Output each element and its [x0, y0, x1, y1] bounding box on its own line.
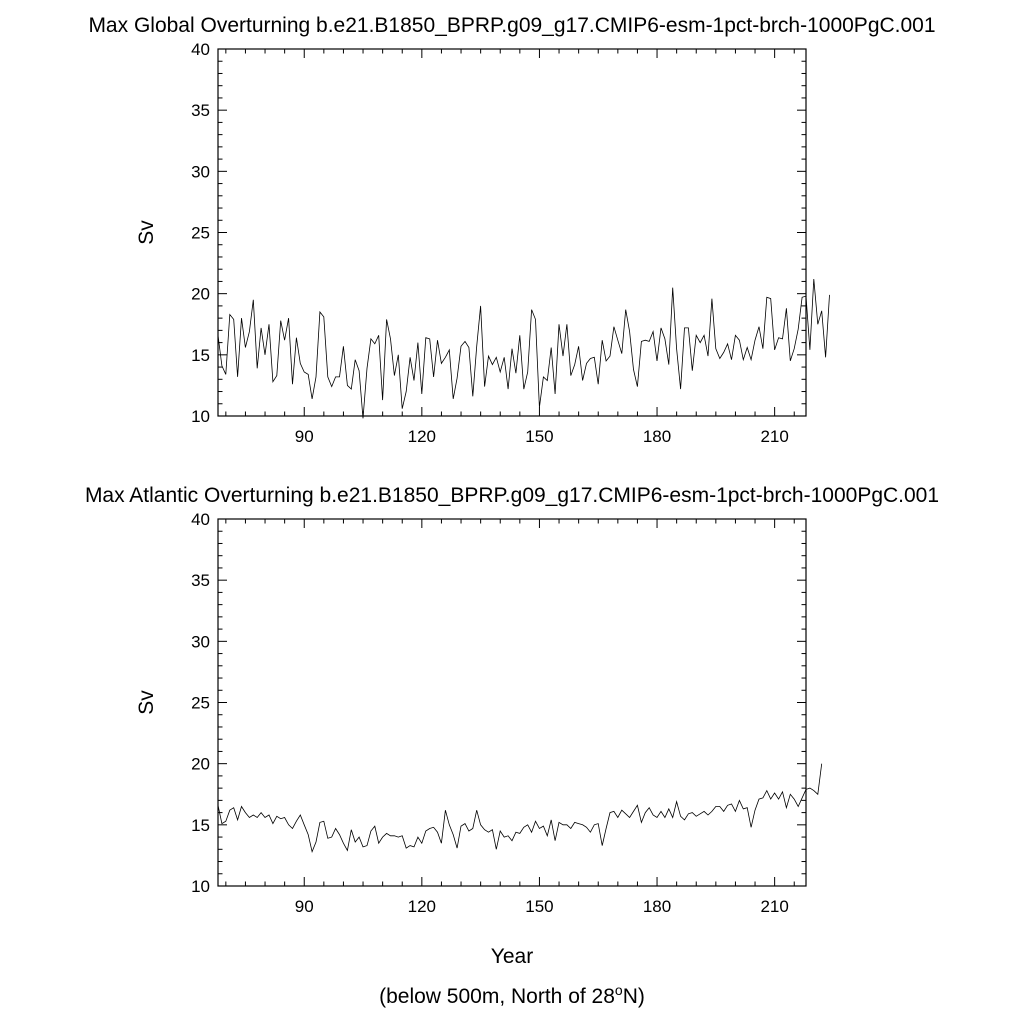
- chart-title: Max Global Overturning b.e21.B1850_BPRP.…: [88, 14, 935, 37]
- chart-title: Max Atlantic Overturning b.e21.B1850_BPR…: [85, 484, 939, 507]
- y-tick-label: 15: [191, 346, 210, 365]
- x-tick-label: 120: [408, 897, 436, 916]
- global-overturning-line: [217, 278, 830, 419]
- x-tick-label: 210: [760, 427, 788, 446]
- y-tick-label: 15: [191, 816, 210, 835]
- y-tick-label: 30: [191, 632, 210, 651]
- plot-frame: [217, 518, 807, 887]
- y-tick-label: 10: [191, 877, 210, 896]
- y-axis-label: Sv: [135, 220, 158, 245]
- x-tick-label: 180: [643, 427, 671, 446]
- y-tick-label: 40: [191, 510, 210, 529]
- note-prefix: (below 500m, North of 28: [379, 985, 615, 1008]
- note-suffix: N): [623, 985, 645, 1008]
- y-tick-label: 40: [191, 40, 210, 59]
- x-tick-label: 90: [295, 427, 314, 446]
- x-tick-label: 150: [525, 427, 553, 446]
- x-tick-label: 90: [295, 897, 314, 916]
- atlantic-overturning-panel: Max Atlantic Overturning b.e21.B1850_BPR…: [85, 484, 939, 968]
- x-tick-label: 150: [525, 897, 553, 916]
- x-tick-label: 210: [760, 897, 788, 916]
- y-tick-label: 35: [191, 571, 210, 590]
- y-tick-label: 10: [191, 407, 210, 426]
- y-tick-label: 30: [191, 162, 210, 181]
- x-tick-label: 180: [643, 897, 671, 916]
- y-tick-label: 20: [191, 755, 210, 774]
- plot-frame: [217, 48, 807, 417]
- atlantic-overturning-line: [217, 763, 823, 854]
- x-axis-label: Year: [491, 945, 533, 968]
- y-axis-label: Sv: [135, 690, 158, 715]
- y-tick-label: 25: [191, 694, 210, 713]
- depth-latitude-note: (below 500m, North of 28oN): [379, 982, 645, 1008]
- note-degree-sup: o: [615, 982, 623, 998]
- y-tick-label: 25: [191, 224, 210, 243]
- y-tick-label: 35: [191, 101, 210, 120]
- y-tick-label: 20: [191, 285, 210, 304]
- x-tick-label: 120: [408, 427, 436, 446]
- global-overturning-panel: Max Global Overturning b.e21.B1850_BPRP.…: [88, 14, 935, 446]
